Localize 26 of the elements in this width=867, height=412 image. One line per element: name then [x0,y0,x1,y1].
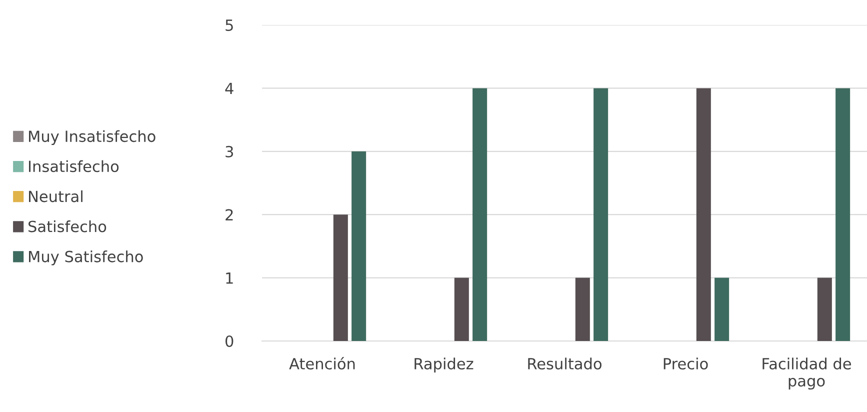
y-tick-label: 5 [226,20,233,32]
bar [594,88,608,341]
x-tick-label: Atención [289,357,355,370]
legend-label: Muy Satisfecho [29,250,143,266]
y-tick-label: 2 [226,209,233,220]
bar [575,278,590,341]
legend-label: Satisfecho [28,220,106,232]
bar [714,278,730,341]
bar [836,88,850,341]
x-tick-label: Precio [664,358,708,370]
x-tick-label: Facilidad de pago [762,358,851,390]
legend-label: Insatisfecho [29,160,119,172]
legend-label: Neutral [29,190,82,202]
bar [696,88,711,341]
bar [333,214,348,341]
bar [454,278,469,341]
bar [472,88,488,341]
x-tick-label: Rapidez [414,358,474,372]
x-tick-label: Resultado [528,358,602,370]
bar [352,151,366,341]
y-tick-label: 4 [225,82,234,94]
y-tick-label: 1 [226,272,233,284]
legend-label: Muy Insatisfecho [29,130,156,146]
bar [817,278,832,341]
y-tick-label: 0 [226,335,234,348]
y-tick-label: 3 [226,146,233,158]
